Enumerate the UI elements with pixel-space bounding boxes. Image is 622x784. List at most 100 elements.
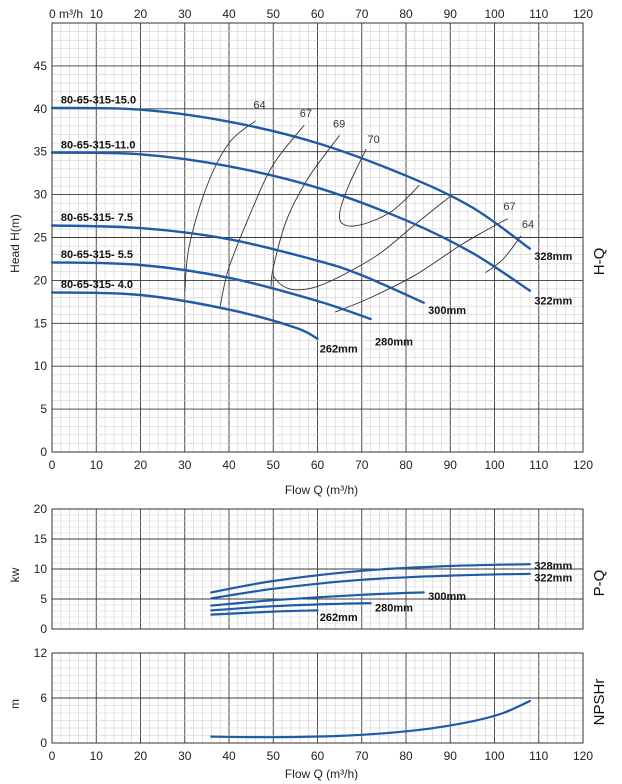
npsh-grid	[51, 652, 584, 744]
hq-x-tick: 0	[49, 458, 56, 472]
pq-y-tick: 10	[34, 562, 48, 576]
power-curve-322mm	[210, 572, 531, 600]
power-diameter-label: 300mm	[428, 591, 466, 603]
model-label: 80-65-315-15.0	[61, 95, 136, 107]
pq-y-tick: 5	[40, 592, 47, 606]
power-diameter-label: 322mm	[534, 572, 572, 584]
efficiency-label: 67	[300, 108, 312, 120]
hq-y-tick: 30	[34, 188, 48, 202]
power-diameter-label: 328mm	[534, 560, 572, 572]
hq-x-label: Flow Q (m³/h)	[285, 483, 358, 497]
power-curve-300mm	[210, 591, 425, 607]
hq-y-label: Head H(m)	[8, 214, 22, 273]
head-curve-280mm	[50, 261, 372, 321]
npsh-x-tick: 50	[267, 749, 281, 763]
hq-x-tick: 50	[267, 458, 281, 472]
npsh-x-label: Flow Q (m³/h)	[285, 767, 358, 781]
npsh-x-tick: 90	[444, 749, 458, 763]
efficiency-curve	[219, 124, 305, 307]
hq-x-tick: 10	[90, 458, 104, 472]
diameter-label: 322mm	[534, 295, 572, 307]
hq-x-tick: 70	[355, 458, 369, 472]
hq-x-tick: 30	[178, 458, 192, 472]
head-curve-262mm	[50, 291, 319, 340]
top-x-tick: 0 m³/h	[49, 7, 83, 21]
hq-x-tick: 90	[444, 458, 458, 472]
hq-x-tick: 20	[134, 458, 148, 472]
top-x-tick: 50	[267, 7, 281, 21]
efficiency-curve	[272, 195, 451, 291]
power-curve-328mm	[210, 563, 531, 594]
top-x-tick: 10	[90, 7, 104, 21]
npsh-y-tick: 6	[40, 691, 47, 705]
model-label: 80-65-315- 4.0	[61, 279, 133, 291]
head-curve-328mm	[50, 106, 532, 250]
pq-frame	[51, 508, 584, 630]
top-x-tick: 80	[399, 7, 413, 21]
npsh-x-tick: 80	[399, 749, 413, 763]
pq-y-tick: 20	[34, 502, 48, 516]
power-diameter-label: 262mm	[320, 612, 358, 624]
npsh-x-tick: 30	[178, 749, 192, 763]
efficiency-label: 69	[333, 118, 345, 130]
efficiency-curve	[338, 148, 420, 227]
model-label: 80-65-315- 5.5	[61, 249, 133, 261]
npsh-x-tick: 110	[529, 749, 548, 763]
pq-grid	[51, 508, 584, 630]
npsh-x-tick: 0	[49, 749, 56, 763]
npsh-x-tick: 10	[90, 749, 104, 763]
efficiency-label: 70	[368, 134, 380, 146]
hq-x-tick: 120	[573, 458, 593, 472]
npsh-side-label: NPSHr	[591, 679, 608, 726]
top-x-tick: 60	[311, 7, 325, 21]
hq-grid	[51, 22, 584, 453]
hq-x-tick: 80	[399, 458, 413, 472]
diameter-label: 328mm	[534, 251, 572, 263]
power-curve-280mm	[210, 602, 372, 612]
npsh-x-tick: 20	[134, 749, 148, 763]
npsh-curve	[210, 699, 531, 739]
pq-side-label: P-Q	[591, 570, 608, 597]
efficiency-curve	[485, 235, 522, 274]
hq-y-tick: 25	[34, 231, 48, 245]
top-x-tick: 70	[355, 7, 369, 21]
npsh-x-tick: 40	[222, 749, 236, 763]
efficiency-curve	[335, 218, 509, 313]
npsh-x-tick: 120	[573, 749, 593, 763]
hq-y-tick: 45	[34, 59, 48, 73]
top-x-tick: 120	[573, 7, 593, 21]
pq-y-tick: 15	[34, 532, 48, 546]
hq-x-tick: 60	[311, 458, 325, 472]
top-x-unit: m³/h	[59, 7, 83, 21]
npsh-x-tick: 100	[484, 749, 504, 763]
npsh-y-label: m	[8, 699, 22, 709]
top-x-tick: 90	[444, 7, 458, 21]
hq-y-tick: 10	[34, 359, 48, 373]
hq-y-tick: 35	[34, 145, 48, 159]
npsh-y-tick: 0	[40, 736, 47, 750]
efficiency-label: 64	[253, 100, 265, 112]
head-curve-300mm	[50, 224, 425, 304]
hq-side-label: H-Q	[591, 248, 608, 276]
diameter-label: 262mm	[320, 343, 358, 355]
top-x-tick: 100	[484, 7, 504, 21]
hq-y-tick: 15	[34, 316, 48, 330]
pq-y-label: kw	[8, 567, 22, 582]
hq-y-tick: 40	[34, 102, 48, 116]
hq-frame	[51, 22, 584, 453]
power-curve-262mm	[210, 609, 319, 616]
hq-y-tick: 0	[40, 445, 47, 459]
diameter-label: 300mm	[428, 305, 466, 317]
npsh-frame	[51, 652, 584, 744]
top-x-tick: 110	[529, 7, 548, 21]
top-x-tick: 20	[134, 7, 148, 21]
npsh-x-tick: 60	[311, 749, 325, 763]
diameter-label: 280mm	[375, 337, 413, 349]
hq-y-tick: 20	[34, 273, 48, 287]
npsh-x-tick: 70	[355, 749, 369, 763]
hq-x-tick: 40	[222, 458, 236, 472]
efficiency-curve	[270, 135, 340, 287]
model-label: 80-65-315-11.0	[61, 139, 136, 151]
hq-y-tick: 5	[40, 402, 47, 416]
